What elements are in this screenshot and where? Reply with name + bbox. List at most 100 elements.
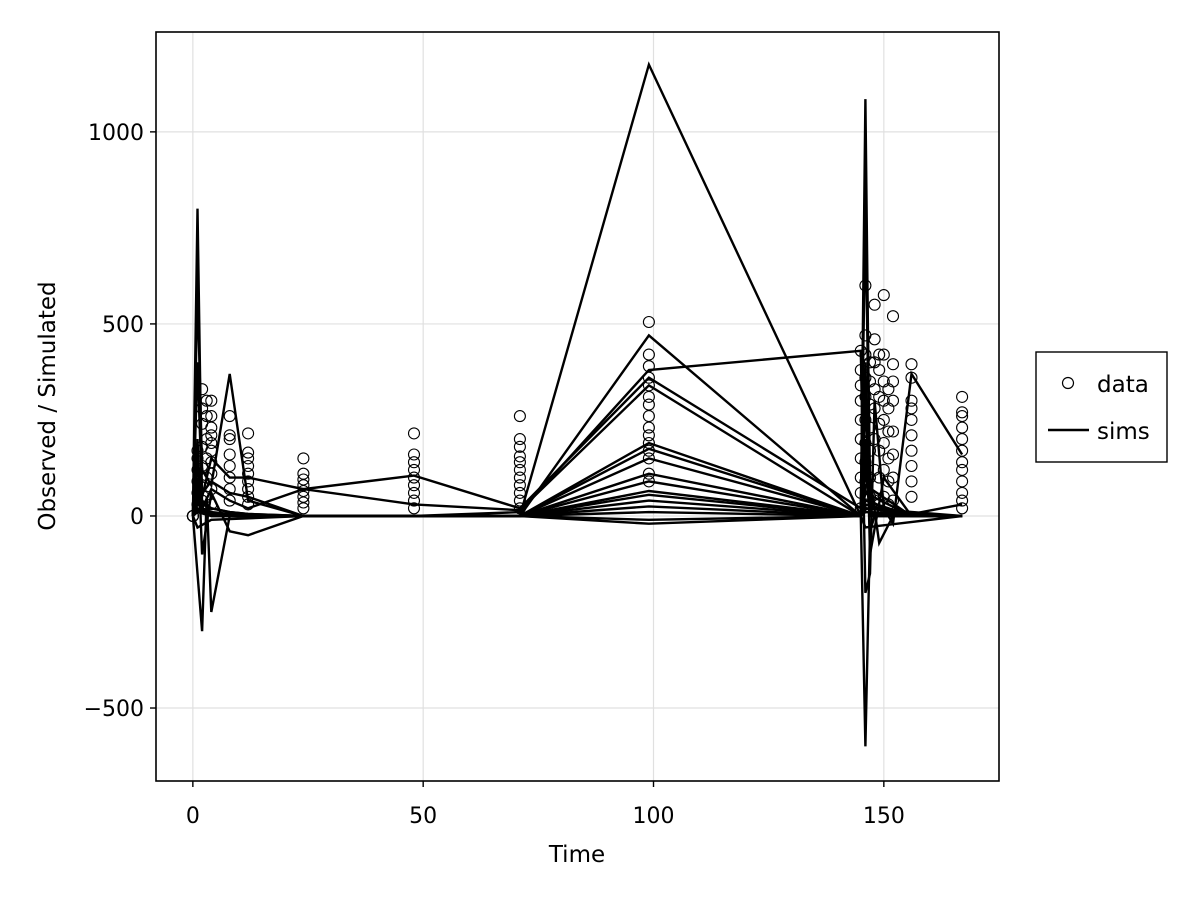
data-point bbox=[905, 358, 918, 371]
data-point bbox=[205, 421, 218, 434]
data-point bbox=[407, 479, 421, 492]
data-point bbox=[854, 471, 867, 484]
data-point bbox=[513, 479, 526, 492]
data-point bbox=[297, 467, 310, 480]
data-point bbox=[863, 444, 877, 457]
x-tick-label: 150 bbox=[863, 804, 905, 829]
data-point bbox=[886, 494, 900, 507]
data-point bbox=[854, 413, 867, 426]
data-point bbox=[242, 490, 255, 503]
data-point bbox=[873, 348, 886, 361]
data-point bbox=[877, 289, 890, 302]
data-point bbox=[886, 425, 900, 438]
data-point bbox=[956, 421, 969, 434]
data-point bbox=[956, 456, 969, 469]
data-point bbox=[642, 436, 655, 450]
data-point bbox=[513, 456, 526, 469]
data-point bbox=[642, 429, 655, 442]
x-tick-label: 0 bbox=[186, 804, 200, 829]
data-point bbox=[868, 402, 881, 415]
legend-data-label: data bbox=[1097, 372, 1149, 398]
data-point bbox=[859, 456, 872, 469]
data-point bbox=[859, 371, 872, 384]
data-point bbox=[205, 444, 218, 457]
data-point bbox=[863, 356, 877, 369]
data-point bbox=[886, 358, 900, 371]
y-axis-label: Observed / Simulated bbox=[35, 281, 61, 530]
data-point bbox=[242, 452, 255, 465]
data-point bbox=[407, 502, 421, 515]
data-point bbox=[956, 502, 969, 515]
legend-box bbox=[1035, 351, 1168, 463]
data-point bbox=[642, 315, 655, 329]
data-point bbox=[956, 494, 969, 507]
data-point bbox=[956, 406, 969, 419]
data-point bbox=[886, 310, 900, 323]
data-point bbox=[956, 486, 969, 499]
data-point bbox=[642, 360, 655, 373]
data-point bbox=[200, 433, 213, 446]
data-point bbox=[905, 394, 918, 407]
plot-frame bbox=[155, 31, 1000, 782]
data-point bbox=[882, 425, 895, 438]
data-point bbox=[513, 450, 526, 463]
data-point bbox=[905, 402, 918, 415]
data-point bbox=[223, 433, 236, 446]
y-tick-label: −500 bbox=[84, 697, 144, 722]
data-point bbox=[186, 509, 199, 523]
data-point bbox=[642, 371, 655, 384]
data-point bbox=[513, 502, 526, 515]
data-point bbox=[200, 410, 213, 423]
data-points bbox=[186, 279, 969, 523]
data-point bbox=[956, 390, 969, 403]
data-point bbox=[873, 363, 886, 377]
data-point bbox=[513, 463, 526, 476]
legend-data-marker bbox=[1061, 376, 1075, 390]
data-point bbox=[642, 421, 655, 434]
data-point bbox=[886, 375, 900, 388]
legend: data sims bbox=[1035, 351, 1168, 463]
data-point bbox=[513, 486, 526, 499]
data-point bbox=[905, 444, 918, 457]
data-point bbox=[407, 486, 421, 499]
data-point bbox=[407, 463, 421, 476]
data-point bbox=[873, 390, 886, 403]
data-point bbox=[642, 390, 655, 403]
data-point bbox=[407, 456, 421, 469]
data-point bbox=[905, 371, 918, 384]
data-point bbox=[642, 379, 655, 392]
data-point bbox=[242, 459, 255, 473]
data-point bbox=[642, 444, 655, 457]
data-point bbox=[905, 490, 918, 503]
data-point bbox=[863, 398, 877, 411]
data-point bbox=[223, 410, 236, 423]
data-point bbox=[882, 475, 895, 488]
data-point bbox=[854, 502, 867, 515]
data-point bbox=[242, 427, 255, 440]
data-point bbox=[191, 444, 204, 457]
data-point bbox=[642, 410, 655, 423]
data-point bbox=[854, 452, 867, 465]
data-point bbox=[200, 394, 213, 407]
data-point bbox=[513, 440, 526, 453]
data-point bbox=[956, 475, 969, 488]
data-point bbox=[905, 429, 918, 442]
data-point bbox=[513, 433, 526, 446]
x-tick-label: 100 bbox=[633, 804, 675, 829]
y-tick-label: 1000 bbox=[88, 121, 144, 146]
data-point bbox=[205, 410, 218, 423]
data-point bbox=[205, 394, 218, 407]
x-tick-label: 50 bbox=[409, 804, 437, 829]
data-point bbox=[882, 452, 895, 465]
data-point bbox=[877, 348, 890, 361]
data-point bbox=[513, 494, 526, 507]
data-point bbox=[854, 344, 867, 357]
data-point bbox=[886, 394, 900, 407]
data-point bbox=[873, 417, 886, 430]
data-point bbox=[859, 475, 872, 488]
data-point bbox=[223, 494, 236, 507]
data-point bbox=[297, 473, 310, 486]
data-point bbox=[407, 494, 421, 507]
data-point bbox=[905, 475, 918, 488]
